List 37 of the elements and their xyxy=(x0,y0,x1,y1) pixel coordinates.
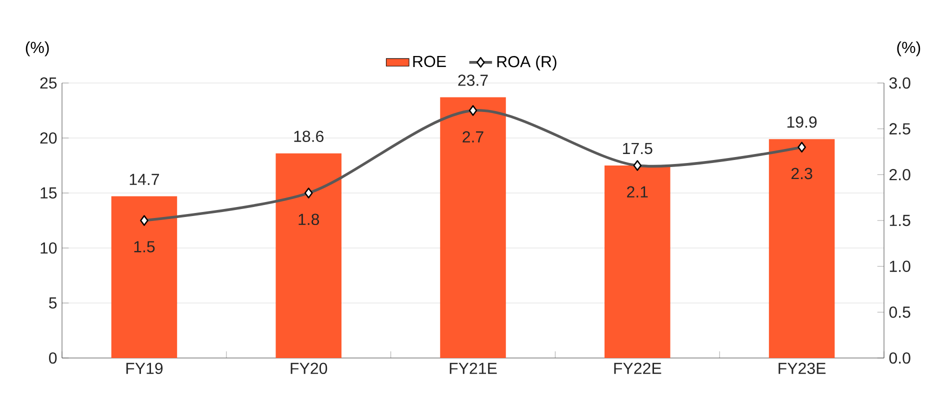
x-tick-label: FY21E xyxy=(450,362,497,374)
data-label: 1.8 xyxy=(298,214,320,226)
x-tick-label: FY20 xyxy=(290,362,328,374)
y2-tick-label: 0.0 xyxy=(889,352,910,364)
data-label: 19.9 xyxy=(787,116,817,128)
y2-tick-label: 0.5 xyxy=(889,306,910,318)
data-label: 2.3 xyxy=(791,168,812,180)
legend-label: ROE xyxy=(413,56,446,68)
y-tick-label: 20 xyxy=(40,132,57,144)
x-tick-label: FY22E xyxy=(614,362,662,374)
bar xyxy=(440,97,506,358)
bar xyxy=(111,196,178,358)
x-tick-label: FY19 xyxy=(126,362,163,374)
y2-tick-label: 1.0 xyxy=(890,260,910,272)
x-tick-label: FY23E xyxy=(778,362,826,374)
bar xyxy=(768,139,835,358)
data-label: 2.7 xyxy=(462,131,484,142)
data-label: 18.6 xyxy=(294,130,324,142)
y2-tick-label: 2.0 xyxy=(890,169,910,180)
y-tick-label: 15 xyxy=(40,187,57,199)
y2-tick-label: 2.5 xyxy=(890,123,910,134)
y2-tick-label: 1.5 xyxy=(890,214,910,226)
bar xyxy=(276,153,342,358)
data-label: 17.5 xyxy=(623,142,652,154)
legend-label: ROA (R) xyxy=(497,56,556,70)
data-label: 14.7 xyxy=(130,174,159,185)
y-tick-label: 25 xyxy=(40,77,57,89)
data-label: 23.7 xyxy=(458,74,488,86)
data-label: 2.1 xyxy=(627,186,648,198)
y-tick-label: 10 xyxy=(40,242,57,254)
y2-axis-title: (%) xyxy=(897,41,920,56)
y2-tick-label: 3.0 xyxy=(889,77,910,89)
y-tick-label: 5 xyxy=(49,297,57,309)
data-label: 1.5 xyxy=(134,241,155,252)
bar xyxy=(604,166,670,358)
y-axis-title: (%) xyxy=(26,41,49,56)
y-tick-label: 0 xyxy=(49,352,57,364)
